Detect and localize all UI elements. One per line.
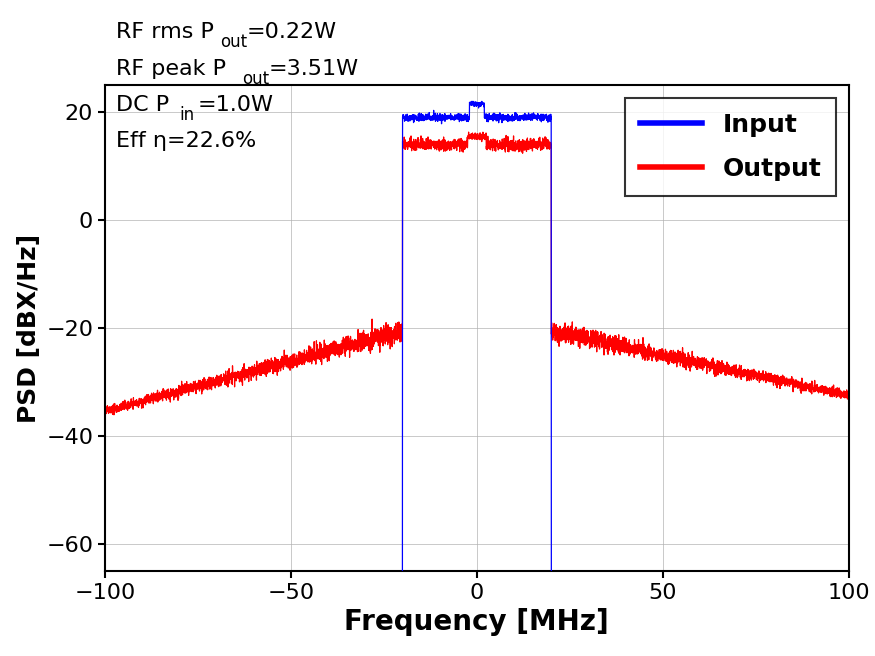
Text: DC P: DC P xyxy=(116,95,169,115)
Text: Eff η=22.6%: Eff η=22.6% xyxy=(116,131,256,152)
Text: =3.51W: =3.51W xyxy=(269,58,359,79)
Legend: Input, Output: Input, Output xyxy=(625,98,836,195)
Text: RF rms P: RF rms P xyxy=(116,22,214,42)
Text: =1.0W: =1.0W xyxy=(198,95,274,115)
Text: out: out xyxy=(220,33,248,51)
Text: in: in xyxy=(179,106,194,124)
Text: =0.22W: =0.22W xyxy=(247,22,336,42)
Text: out: out xyxy=(242,70,270,88)
X-axis label: Frequency [MHz]: Frequency [MHz] xyxy=(345,608,609,636)
Text: RF peak P: RF peak P xyxy=(116,58,226,79)
Y-axis label: PSD [dBX/Hz]: PSD [dBX/Hz] xyxy=(17,234,40,422)
